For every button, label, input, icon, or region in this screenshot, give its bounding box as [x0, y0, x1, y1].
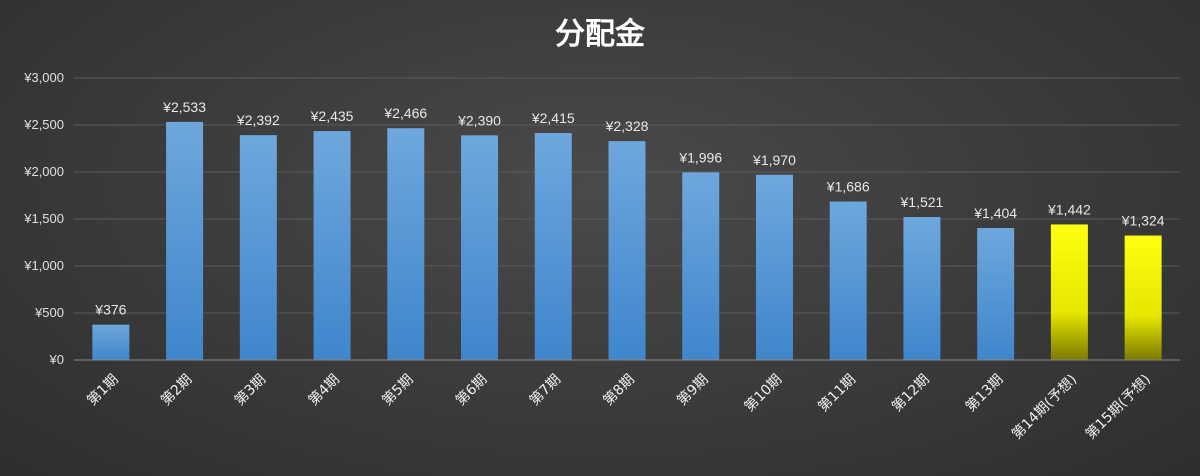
y-tick-label: ¥500: [34, 305, 64, 320]
x-tick-label: 第15期(予想): [1082, 371, 1154, 443]
data-label: ¥2,390: [457, 112, 501, 128]
bar: [682, 172, 720, 360]
x-tick-label: 第11期: [815, 371, 859, 415]
bar: [534, 132, 572, 360]
data-label: ¥2,466: [383, 105, 427, 121]
data-label: ¥1,404: [973, 205, 1017, 221]
data-label: ¥1,521: [900, 194, 944, 210]
x-tick-label: 第10期: [741, 371, 785, 415]
x-tick-label: 第4期: [305, 371, 343, 409]
x-tick-label: 第12期: [888, 371, 932, 415]
y-axis-tick-labels: ¥0 ¥500 ¥1,000 ¥1,500 ¥2,000 ¥2,500 ¥3,000: [23, 70, 64, 367]
data-label: ¥2,328: [605, 118, 649, 134]
bar: [461, 135, 499, 360]
x-tick-label: 第2期: [157, 371, 195, 409]
bar: [903, 217, 941, 360]
x-tick-label: 第13期: [962, 371, 1006, 415]
bars: [92, 121, 1162, 360]
bar: [755, 174, 793, 360]
bar-forecast: [1050, 224, 1088, 360]
x-tick-label: 第14期(予想): [1008, 371, 1080, 443]
data-label: ¥1,324: [1121, 213, 1165, 229]
bar-forecast: [1124, 235, 1162, 360]
data-label: ¥1,686: [826, 179, 870, 195]
x-tick-label: 第1期: [84, 371, 122, 409]
bar: [977, 228, 1015, 360]
data-label: ¥2,435: [310, 108, 354, 124]
x-tick-label: 第9期: [673, 371, 711, 409]
x-tick-label: 第8期: [600, 371, 638, 409]
data-labels: ¥376 ¥2,533 ¥2,392 ¥2,435 ¥2,466 ¥2,390 ¥2,415…: [94, 99, 1164, 318]
y-tick-label: ¥3,000: [23, 70, 64, 85]
y-tick-label: ¥1,500: [23, 211, 64, 226]
y-tick-label: ¥0: [49, 352, 64, 367]
x-axis-tick-labels: 第1期 第2期 第3期 第4期 第5期 第6期 第7期 第8期 第9期 第10期 第11期 第12期第…: [84, 371, 1154, 443]
x-tick-label: 第3期: [231, 371, 269, 409]
chart-title: 分配金: [555, 17, 646, 52]
data-label: ¥1,970: [752, 152, 796, 168]
bar: [239, 135, 277, 360]
data-label: ¥2,533: [162, 99, 206, 115]
bar: [313, 131, 351, 360]
data-label: ¥1,996: [678, 149, 722, 165]
y-tick-label: ¥2,500: [23, 117, 64, 132]
data-label: ¥1,442: [1047, 201, 1091, 217]
data-label: ¥2,415: [531, 110, 575, 126]
y-tick-label: ¥2,000: [23, 164, 64, 179]
bar: [166, 121, 204, 360]
data-label: ¥2,392: [236, 112, 280, 128]
x-tick-label: 第5期: [378, 371, 416, 409]
bar: [92, 324, 130, 360]
bar: [387, 128, 425, 360]
bar: [608, 141, 646, 360]
data-label: ¥376: [94, 302, 126, 318]
x-tick-label: 第6期: [452, 371, 490, 409]
y-tick-label: ¥1,000: [23, 258, 64, 273]
x-tick-label: 第7期: [526, 371, 564, 409]
bar: [829, 201, 867, 360]
